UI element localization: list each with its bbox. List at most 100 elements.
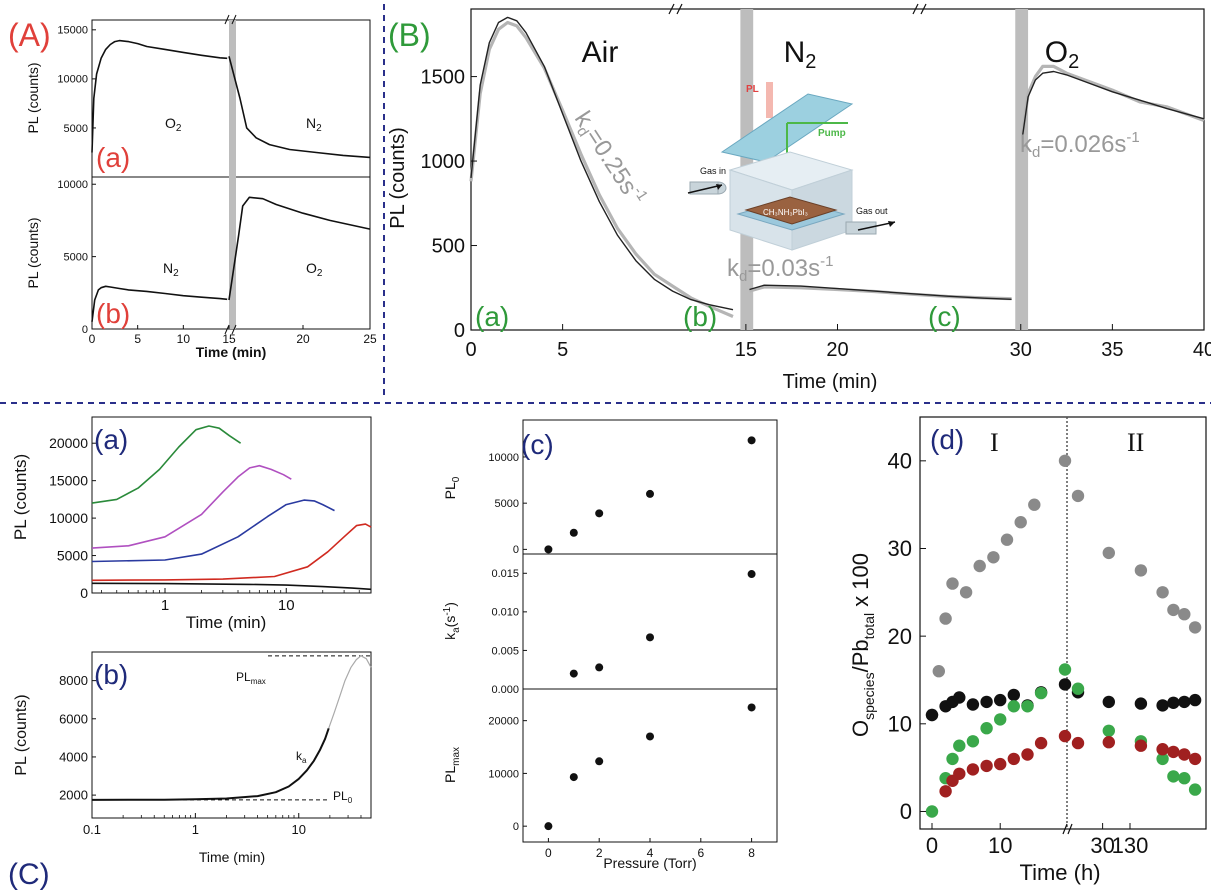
panel-A-a-trace-0 xyxy=(91,39,228,153)
panel-C-a-trace-1 xyxy=(91,464,292,549)
panel-C-c-points xyxy=(544,436,756,831)
panel-C-d-point-2-3 xyxy=(953,739,966,752)
panel-B-rate-b: kd=0.03s-1 xyxy=(727,253,833,285)
panel-B-xtick-0-label: 0 xyxy=(465,339,476,361)
panel-C-d-point-3-15 xyxy=(1178,748,1191,761)
panel-C-d-point-2-9 xyxy=(1034,686,1048,700)
panel-C-a-trace-0 xyxy=(91,425,242,504)
panel-C-c: 0 5000 10000 0.000 0.005 0.010 0.015 0 10000 2000… xyxy=(442,419,778,871)
panel-C-a-y-label: PL (counts) xyxy=(11,454,30,540)
panel-C-d-point-2-11 xyxy=(1071,682,1085,695)
panel-C-label: (C) xyxy=(8,858,50,891)
panel-C-c-ytick-2-0-label: 0 xyxy=(513,821,519,833)
panel-C-b-pl0-label: PL0 xyxy=(333,789,353,805)
panel-C-d-point-1-4 xyxy=(966,698,980,711)
panel-C-a-ytick-20000-label: 20000 xyxy=(49,435,88,451)
panel-B-xtick-35-label: 35 xyxy=(1101,339,1123,361)
panel-C-d-point-0-1 xyxy=(932,665,945,678)
panel-A-b-series xyxy=(91,196,371,322)
panel-C-b-frame xyxy=(91,651,372,819)
panel-C-c-point-0-2 xyxy=(595,509,604,518)
panel-C-d-point-2-6 xyxy=(994,713,1007,726)
panel-A-a-gas-n2: N2 xyxy=(306,115,322,134)
panel-C-a-trace-3 xyxy=(91,523,372,582)
panel-C-c-point-1-1 xyxy=(595,663,604,672)
panel-A-x-ticks: 0 5 10 15 20 25 xyxy=(89,325,377,346)
panel-C-c-xtick-4-label: 4 xyxy=(647,846,654,860)
panel-A-b-gas-o2: O2 xyxy=(306,260,323,279)
panel-A-b-trace-0 xyxy=(91,285,228,322)
panel-B-fit-trace-2 xyxy=(1021,70,1205,136)
panel-C-c-point-2-0 xyxy=(544,822,553,831)
panel-C-d-point-0-4 xyxy=(959,586,973,599)
panel-C-d-tag: (d) xyxy=(930,424,964,455)
inset-gas-out-label: Gas out xyxy=(856,206,888,216)
panel-A-xtick-10-label: 10 xyxy=(177,332,191,346)
panel-A-a-trace-1 xyxy=(228,56,371,159)
panel-A-xtick-5-label: 5 xyxy=(134,332,141,346)
panel-C-d-point-3-11 xyxy=(1102,736,1116,749)
panel-C-b: 2000 4000 6000 8000 0.1 1 10 (b) PLmax ka PL0… xyxy=(13,651,372,865)
panel-B-x-ticks: 0 5 15 20 30 35 40 xyxy=(465,324,1211,361)
panel-A-xtick-15-label: 15 xyxy=(222,332,236,346)
panel-C-d-point-1-17 xyxy=(1188,693,1202,707)
panel-A-a-y-ticks: 5000 10000 15000 xyxy=(57,25,96,135)
panel-C-a-xtick-10-label: 10 xyxy=(278,597,295,614)
panel-C-d-point-3-0 xyxy=(939,785,952,798)
panel-C-d-point-0-16 xyxy=(1178,608,1191,621)
panel-C-c-point-1-3 xyxy=(747,570,756,579)
panel-C-a-trace-2 xyxy=(91,499,335,563)
panel-C-d-point-2-16 xyxy=(1178,772,1191,785)
inset-gas-in-arrow xyxy=(687,184,723,194)
panel-C-d-point-2-17 xyxy=(1188,783,1202,796)
panel-C-b-ytick-4000-label: 4000 xyxy=(59,749,88,764)
panel-A-b-trace-1 xyxy=(228,196,371,301)
panel-C-d-point-0-8 xyxy=(1014,516,1027,529)
panel-C-b-y-label: PL (counts) xyxy=(13,694,30,775)
panel-C-d-point-3-12 xyxy=(1134,739,1148,752)
panel-C-d-ytick-30-label: 30 xyxy=(888,536,912,561)
panel-C-b-series xyxy=(91,655,372,801)
panel-C-a-tag: (a) xyxy=(94,424,128,455)
panel-C-c-point-2-3 xyxy=(646,732,654,741)
panel-C-d-frame xyxy=(919,416,1207,830)
panel-C-c-point-0-0 xyxy=(544,545,553,554)
panel-C-d-point-1-13 xyxy=(1134,697,1148,710)
panel-B-gas-o2: O2 xyxy=(1045,36,1079,73)
panel-C-a-xtick-1-label: 1 xyxy=(161,597,169,614)
panel-C-d-point-2-0 xyxy=(925,805,939,818)
panel-C-d-point-3-3 xyxy=(966,763,980,776)
panel-C-d-axis-break-marks xyxy=(1062,823,1073,835)
panel-C-c-ytick-0-2-label: 10000 xyxy=(488,452,519,464)
panel-C-c-x-ticks: 0 2 4 6 8 xyxy=(545,838,755,860)
panel-C-d-ytick-10-label: 10 xyxy=(888,712,912,737)
panel-B-series xyxy=(469,16,1205,318)
panel-A-xtick-0-label: 0 xyxy=(89,332,96,346)
panel-C-d-point-1-12 xyxy=(1102,695,1116,709)
panel-C-c-point-2-4 xyxy=(747,703,756,712)
panel-C-d-point-0-7 xyxy=(1000,533,1014,546)
panel-C-d-region-II: II xyxy=(1127,428,1144,457)
panel-C-c-xtick-6-label: 6 xyxy=(697,846,704,860)
panel-B-xtick-40-label: 40 xyxy=(1193,339,1211,361)
inset-gas-in-label: Gas in xyxy=(700,166,726,176)
panel-C-c-y-label-2: ka(s-1) xyxy=(442,602,462,640)
panel-C-d-point-0-10 xyxy=(1058,454,1072,467)
panel-C-d-point-0-12 xyxy=(1102,546,1116,560)
panel-C-a-ytick-0-label: 0 xyxy=(80,585,88,601)
inset-gas-out-arrowhead xyxy=(888,221,895,227)
panel-C-b-trace-1 xyxy=(328,655,372,729)
panel-C-d-point-0-13 xyxy=(1134,564,1148,577)
panel-A-xtick-25-label: 25 xyxy=(363,332,377,346)
panel-C-d-point-2-5 xyxy=(980,722,993,735)
panel-B-xtick-30-label: 30 xyxy=(1010,339,1032,361)
panel-C-d-point-1-6 xyxy=(994,693,1007,707)
panel-C-b-ka-label: ka xyxy=(296,749,307,765)
panel-C-c-y-label-3: PLmax xyxy=(442,747,462,783)
panel-A-x-label: Time (min) xyxy=(196,344,267,360)
panel-C-d-point-0-15 xyxy=(1167,603,1180,617)
